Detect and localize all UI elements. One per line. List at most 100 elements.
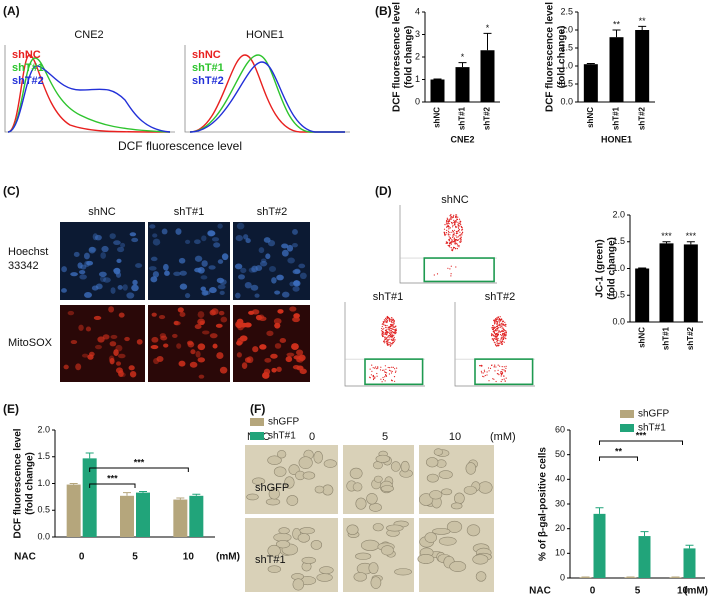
event: [386, 319, 388, 321]
event: [392, 342, 395, 344]
plot-title: shNC: [441, 194, 469, 206]
y-tick-label: 0.5: [560, 78, 573, 88]
cell: [199, 320, 205, 325]
event: [481, 372, 483, 374]
event: [457, 223, 459, 225]
event: [503, 375, 505, 377]
event: [386, 332, 388, 334]
event: [376, 375, 378, 377]
y-tick-label: 0.0: [560, 96, 573, 106]
cell: [85, 326, 92, 332]
event: [383, 369, 385, 371]
event: [495, 380, 497, 383]
cell: [208, 265, 216, 270]
event: [459, 231, 461, 233]
event: [501, 325, 503, 327]
bar: [624, 577, 637, 578]
event: [395, 331, 397, 333]
cell: [78, 324, 84, 331]
event: [447, 234, 449, 236]
event: [447, 219, 449, 221]
event: [393, 335, 395, 337]
event: [388, 328, 390, 330]
y-tick-label: 2.0: [560, 24, 573, 34]
event: [454, 221, 456, 223]
event: [391, 370, 393, 373]
event: [385, 375, 387, 377]
event: [450, 265, 452, 267]
event: [457, 216, 459, 218]
event: [390, 323, 392, 326]
event: [390, 334, 392, 336]
event: [392, 328, 394, 330]
event: [504, 380, 506, 382]
bar: [683, 244, 698, 322]
histogram-panel: [4, 45, 350, 133]
event: [447, 221, 449, 223]
error-bar: [123, 492, 131, 496]
event: [501, 374, 503, 376]
y-tick-label: 2.0: [612, 209, 625, 219]
event: [370, 374, 372, 376]
row-label: shT#1: [255, 554, 286, 566]
event: [494, 335, 496, 337]
error-bar: [685, 544, 694, 549]
bar: [669, 577, 682, 578]
event: [372, 376, 374, 378]
event: [452, 236, 454, 238]
event: [384, 365, 386, 367]
event: [393, 321, 395, 324]
cell: [118, 370, 124, 378]
cell: [274, 322, 281, 329]
cell: [394, 568, 412, 576]
column-label: shT#2: [257, 206, 288, 218]
y-tick-label: 40: [555, 474, 565, 484]
event: [503, 369, 505, 371]
event: [390, 335, 392, 337]
x-tick-label: 10: [183, 552, 195, 563]
legend-label: shNC: [192, 49, 221, 61]
event: [505, 330, 507, 332]
event: [504, 371, 506, 373]
event: [386, 340, 388, 342]
event: [494, 322, 496, 324]
event: [502, 332, 504, 334]
event: [388, 331, 390, 333]
event: [455, 238, 457, 241]
event: [395, 329, 397, 331]
cell: [426, 473, 439, 483]
cell: [201, 235, 207, 242]
event: [386, 321, 388, 324]
cell: [286, 244, 294, 252]
event: [451, 250, 453, 252]
cell: [217, 259, 224, 264]
event: [495, 326, 498, 328]
event: [497, 337, 499, 340]
event: [493, 321, 496, 323]
event: [384, 376, 386, 378]
event: [393, 338, 395, 341]
event: [491, 338, 493, 340]
significance: ***: [686, 231, 697, 241]
event: [452, 247, 455, 249]
event: [451, 241, 453, 243]
error-bar: [662, 241, 671, 244]
frame: [184, 45, 350, 133]
cell: [189, 361, 198, 368]
cell: [136, 339, 143, 345]
cell: [275, 540, 291, 549]
event: [445, 242, 447, 244]
event: [505, 331, 507, 333]
cell: [276, 366, 282, 372]
event: [448, 231, 450, 234]
cell: [176, 343, 182, 349]
event: [504, 370, 506, 372]
cell: [475, 571, 487, 582]
event: [502, 338, 505, 341]
cell: [102, 334, 110, 340]
event: [448, 223, 450, 225]
event: [380, 378, 382, 380]
event: [492, 340, 494, 342]
event: [491, 333, 493, 335]
cell: [276, 274, 284, 281]
